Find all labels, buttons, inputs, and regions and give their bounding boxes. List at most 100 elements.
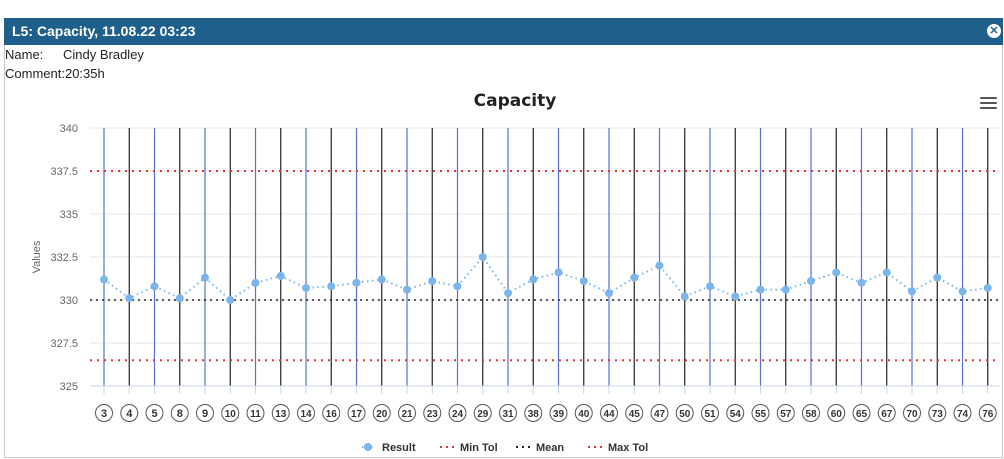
- x-tick-badge: [221, 404, 240, 422]
- x-tick-badge: [574, 404, 593, 422]
- legend-item: Result: [362, 442, 416, 454]
- result-point: [680, 292, 689, 301]
- close-circle-icon[interactable]: ✕: [987, 24, 1001, 38]
- x-tick-badge: [852, 404, 871, 422]
- x-tick-label: 5: [151, 408, 157, 420]
- result-point: [201, 273, 209, 282]
- x-tick-label: 45: [629, 409, 641, 420]
- comment-row: Comment:20:35h: [5, 66, 105, 81]
- x-tick-badge: [271, 404, 290, 422]
- x-tick-badge: [802, 404, 820, 422]
- comment-value: 20:35h: [64, 66, 105, 81]
- x-tick-badge: [978, 404, 997, 422]
- chart-title: Capacity: [474, 91, 557, 111]
- x-tick-badge: [625, 404, 644, 422]
- name-row: Name: Cindy Bradley: [5, 47, 144, 62]
- x-tick-label: 14: [300, 409, 312, 420]
- result-point: [958, 287, 967, 296]
- x-tick-badge: [120, 404, 139, 422]
- x-tick-label: 8: [177, 408, 183, 420]
- legend-symbol: [364, 443, 372, 451]
- x-tick-label: 40: [578, 409, 590, 420]
- result-point: [832, 268, 841, 277]
- result-point: [251, 278, 260, 287]
- result-point: [125, 294, 134, 303]
- x-tick-label: 76: [982, 409, 994, 420]
- x-tick-badge: [600, 404, 618, 422]
- result-point: [352, 278, 361, 287]
- window-titlebar: L5: Capacity, 11.08.22 03:23 ✕: [4, 18, 1003, 45]
- x-tick-label: 11: [250, 409, 261, 420]
- x-tick-badge: [170, 404, 189, 422]
- result-point: [478, 253, 487, 261]
- x-tick-label: 39: [553, 409, 565, 420]
- x-tick-label: 38: [528, 409, 540, 420]
- comment-label: Comment:: [5, 66, 65, 81]
- y-tick-label: 332.5: [50, 252, 78, 264]
- hamburger-menu-icon[interactable]: [980, 97, 997, 111]
- result-point: [504, 289, 512, 298]
- x-tick-label: 74: [957, 409, 969, 420]
- result-point: [756, 285, 765, 294]
- x-tick-label: 20: [376, 409, 388, 420]
- x-tick-badge: [347, 404, 366, 422]
- grid-layer: [90, 127, 1000, 387]
- result-point: [630, 273, 639, 282]
- result-point: [554, 268, 563, 277]
- reference-lines: [90, 170, 1000, 362]
- result-line: [103, 255, 988, 302]
- legend-item: Min Tol: [440, 442, 498, 454]
- y-axis: 325 327.5 330 332.5 335 337.5 340: [50, 123, 78, 393]
- x-axis: 3 4 5 8 9 10 11 13 14 16 17 20 21 23 24 29 31 38 39 40 44 45 4…: [90, 385, 1000, 422]
- x-tick-label: 3: [101, 408, 107, 420]
- result-point: [226, 296, 235, 304]
- x-tick-badge: [928, 404, 947, 422]
- name-value: Cindy Bradley: [63, 47, 144, 62]
- x-tick-label: 10: [225, 409, 237, 420]
- x-tick-badge: [499, 404, 517, 422]
- result-point: [453, 282, 462, 291]
- result-point: [175, 294, 184, 303]
- result-point: [605, 289, 613, 298]
- x-tick-label: 23: [427, 409, 439, 420]
- x-tick-label: 60: [831, 409, 843, 420]
- legend-label: Min Tol: [460, 442, 498, 454]
- result-point: [882, 268, 891, 277]
- x-tick-label: 21: [401, 409, 413, 420]
- y-tick-label: 335: [60, 209, 78, 221]
- result-point: [857, 278, 866, 287]
- x-tick-label: 17: [351, 409, 363, 420]
- x-tick-label: 47: [654, 409, 666, 420]
- result-point: [428, 277, 437, 286]
- x-tick-badge: [549, 404, 568, 422]
- x-tick-label: 54: [730, 409, 742, 420]
- x-tick-label: 29: [477, 409, 489, 420]
- result-point: [276, 271, 285, 280]
- legend-item: Mean: [516, 442, 564, 454]
- x-tick-badge: [297, 404, 315, 422]
- y-tick-label: 327.5: [50, 338, 78, 350]
- x-tick-badge: [473, 404, 492, 422]
- x-tick-label: 44: [603, 409, 615, 420]
- x-tick-label: 65: [856, 409, 868, 420]
- result-point: [377, 275, 386, 284]
- x-tick-badge: [524, 404, 543, 422]
- result-point: [781, 285, 790, 294]
- legend-label: Max Tol: [608, 442, 648, 454]
- result-point: [150, 282, 159, 291]
- result-point: [706, 282, 714, 291]
- legend-item: Max Tol: [588, 442, 648, 454]
- result-point: [983, 283, 992, 292]
- x-tick-badge: [145, 404, 164, 422]
- window-title: L5: Capacity, 11.08.22 03:23: [12, 23, 196, 39]
- x-tick-label: 13: [275, 409, 287, 420]
- result-point: [908, 287, 916, 296]
- x-tick-badge: [701, 404, 719, 422]
- x-tick-badge: [903, 404, 921, 422]
- result-point: [807, 277, 815, 286]
- x-tick-label: 16: [326, 409, 338, 420]
- x-tick-badge: [322, 404, 341, 422]
- y-tick-label: 337.5: [50, 166, 78, 178]
- result-point: [655, 261, 664, 270]
